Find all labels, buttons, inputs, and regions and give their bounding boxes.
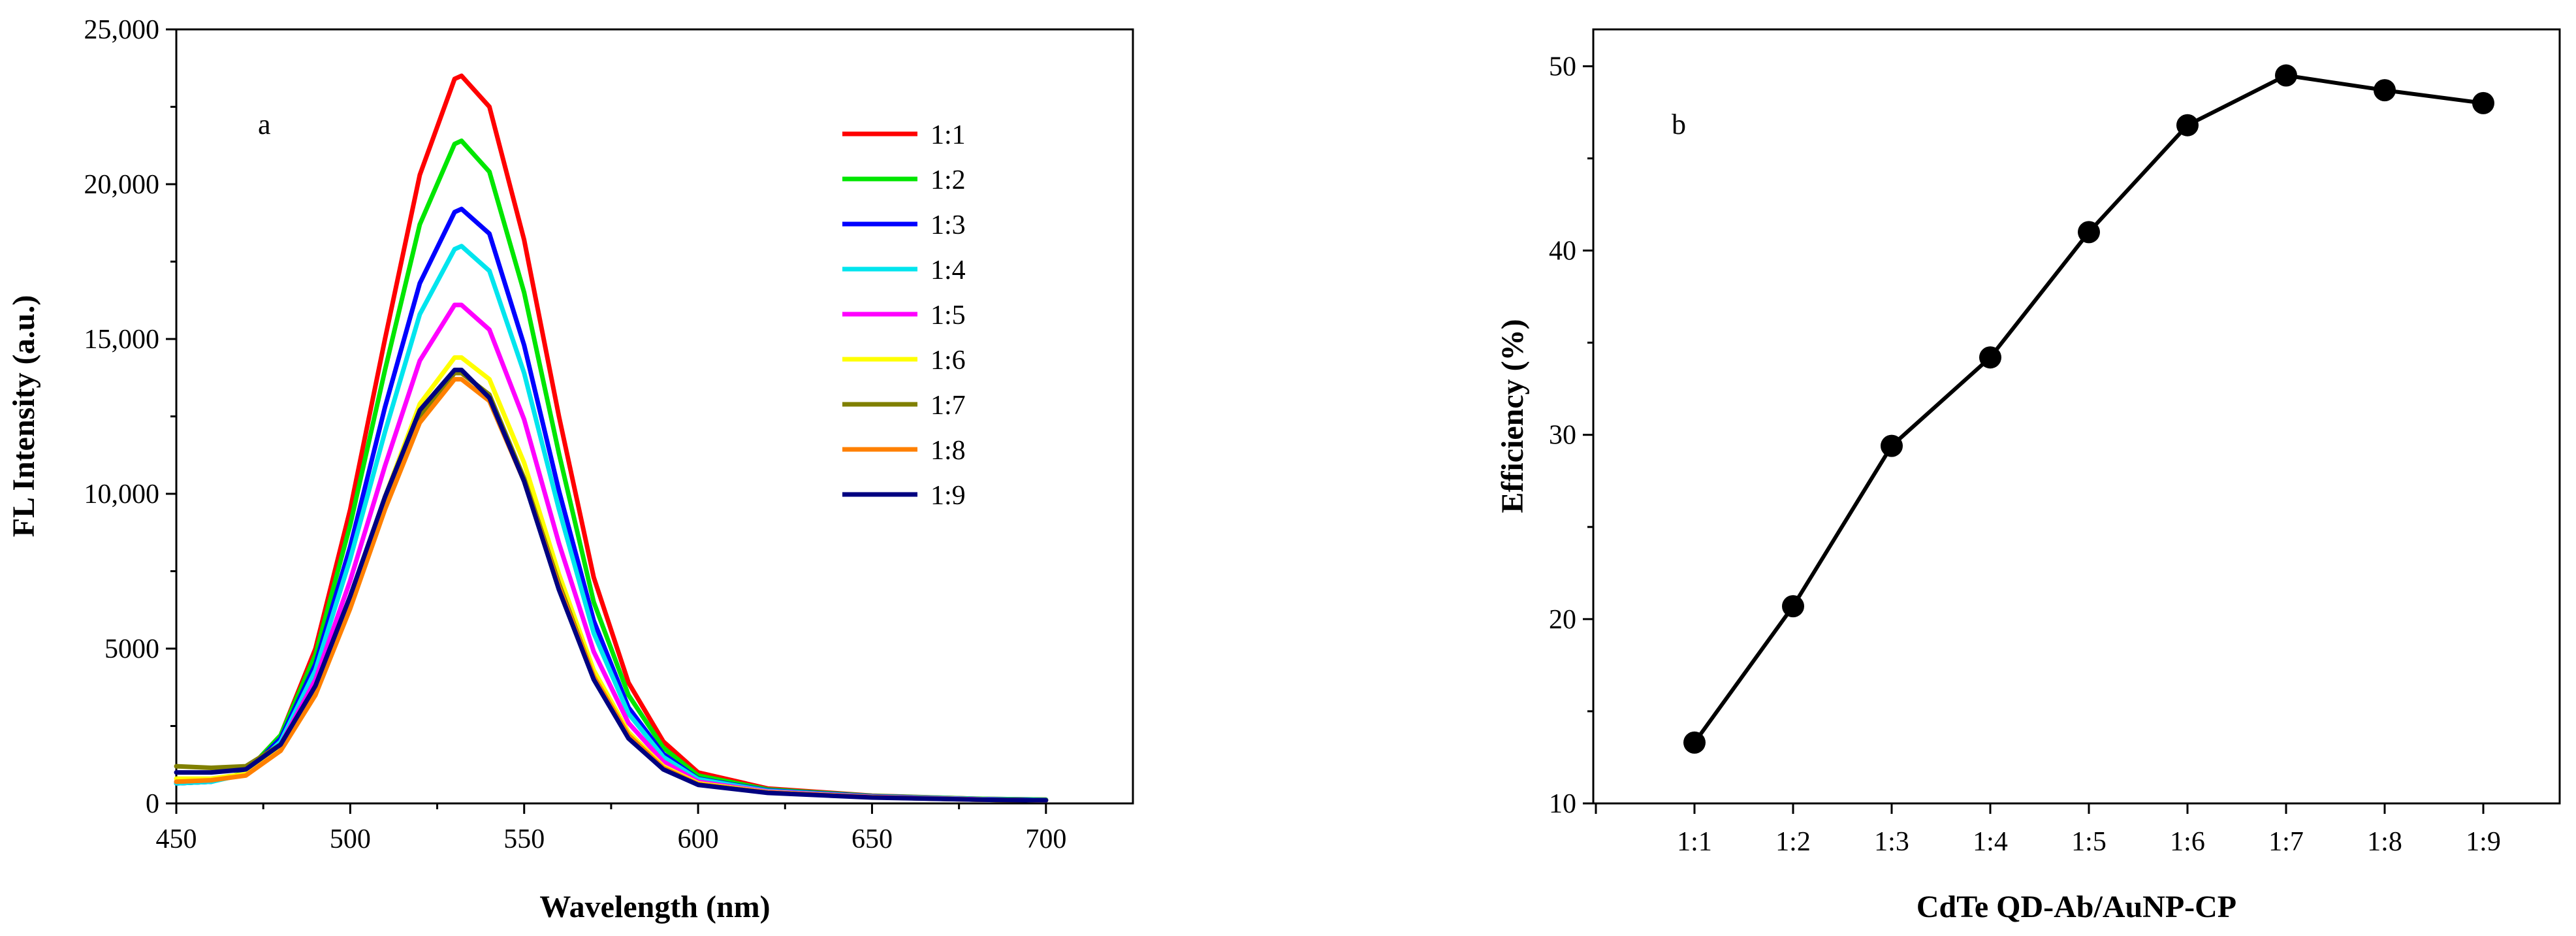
a-y-tick-label: 0: [146, 789, 159, 819]
b-data-point-7: [2275, 64, 2297, 87]
a-series-line-9: [174, 367, 1049, 803]
b-x-axis-label: CdTe QD-Ab/AuNP-CP: [1916, 890, 2236, 924]
panel-a: 450 500 550 600 650 700 0 5000 10,000 15,000 20,0…: [7, 15, 1134, 924]
a-y-tick-label: 25,000: [84, 15, 160, 45]
b-y-tick-label: 50: [1549, 52, 1576, 82]
a-series-line-4: [174, 244, 1049, 803]
b-x-tick-label: 1:3: [1874, 827, 1909, 857]
b-y-tick-label: 30: [1549, 421, 1576, 451]
a-y-tick-label: 20,000: [84, 170, 160, 200]
b-x-tick-label: 1:4: [1973, 827, 2008, 857]
b-data-point-1: [1683, 731, 1706, 754]
a-y-axis-label: FL Intensity (a.u.): [7, 295, 41, 538]
b-data-point-3: [1881, 434, 1903, 457]
a-x-tick-label: 500: [330, 824, 371, 854]
a-series-line-7: [174, 370, 1049, 803]
a-y-tick-label: 15,000: [84, 325, 160, 355]
b-y-tick-label: 40: [1549, 236, 1576, 266]
b-y-ticks: 10 20 30 40 50: [1549, 52, 1593, 819]
a-legend-label-2: 1:2: [930, 165, 966, 195]
b-data-point-4: [1979, 346, 2001, 369]
b-data-point-8: [2374, 79, 2396, 102]
a-legend-label-9: 1:9: [930, 481, 966, 511]
panel-label-a: a: [258, 108, 271, 140]
b-x-tick-label: 1:5: [2071, 827, 2107, 857]
a-y-tick-label: 10,000: [84, 479, 160, 509]
a-y-ticks: 0 5000 10,000 15,000 20,000 25,000: [84, 15, 176, 819]
b-x-tick-label: 1:2: [1775, 827, 1811, 857]
a-x-axis-label: Wavelength (nm): [539, 890, 770, 924]
b-efficiency-line: [1693, 73, 2484, 744]
panel-b: 1:1 1:2 1:3 1:4 1:5 1:6 1:7 1:8 1:9 10 20 30 40 50 b…: [1495, 28, 2561, 924]
panel-label-b: b: [1672, 108, 1686, 140]
b-y-axis-label: Efficiency (%): [1495, 319, 1530, 513]
a-x-tick-label: 600: [678, 824, 719, 854]
a-legend-label-7: 1:7: [930, 391, 966, 421]
a-legend-label-1: 1:1: [930, 120, 966, 150]
b-data-point-2: [1782, 595, 1804, 618]
a-x-tick-label: 700: [1025, 824, 1066, 854]
b-y-tick-label: 20: [1549, 605, 1576, 635]
a-series-group: [174, 73, 1049, 803]
a-x-tick-label: 450: [156, 824, 197, 854]
plot-frame-b: [1592, 28, 2561, 805]
b-x-tick-label: 1:1: [1677, 827, 1712, 857]
a-y-tick-label: 5000: [104, 634, 159, 664]
a-x-ticks: 450 500 550 600 650 700: [156, 803, 1066, 854]
a-legend-label-8: 1:8: [930, 436, 966, 466]
a-legend: 1:1 1:2 1:3 1:4 1:5 1:6 1:7 1:8 1:9: [842, 120, 966, 511]
b-series-group: [1683, 64, 2494, 754]
b-data-point-5: [2078, 221, 2100, 244]
b-data-point-6: [2176, 114, 2199, 137]
b-x-tick-label: 1:8: [2367, 827, 2402, 857]
a-legend-label-6: 1:6: [930, 346, 966, 376]
a-legend-label-5: 1:5: [930, 300, 966, 331]
b-x-tick-label: 1:6: [2170, 827, 2205, 857]
a-legend-label-4: 1:4: [930, 255, 966, 285]
b-data-point-9: [2472, 91, 2494, 114]
b-y-tick-label: 10: [1549, 789, 1576, 819]
a-series-line-8: [174, 377, 1049, 803]
a-x-tick-label: 550: [503, 824, 545, 854]
b-x-ticks: 1:1 1:2 1:3 1:4 1:5 1:6 1:7 1:8 1:9: [1595, 803, 2501, 857]
b-x-tick-label: 1:7: [2268, 827, 2304, 857]
a-x-tick-label: 650: [851, 824, 893, 854]
a-series-line-5: [174, 302, 1049, 803]
a-series-line-6: [174, 355, 1049, 803]
b-x-tick-label: 1:9: [2466, 827, 2501, 857]
a-legend-label-3: 1:3: [930, 210, 966, 240]
